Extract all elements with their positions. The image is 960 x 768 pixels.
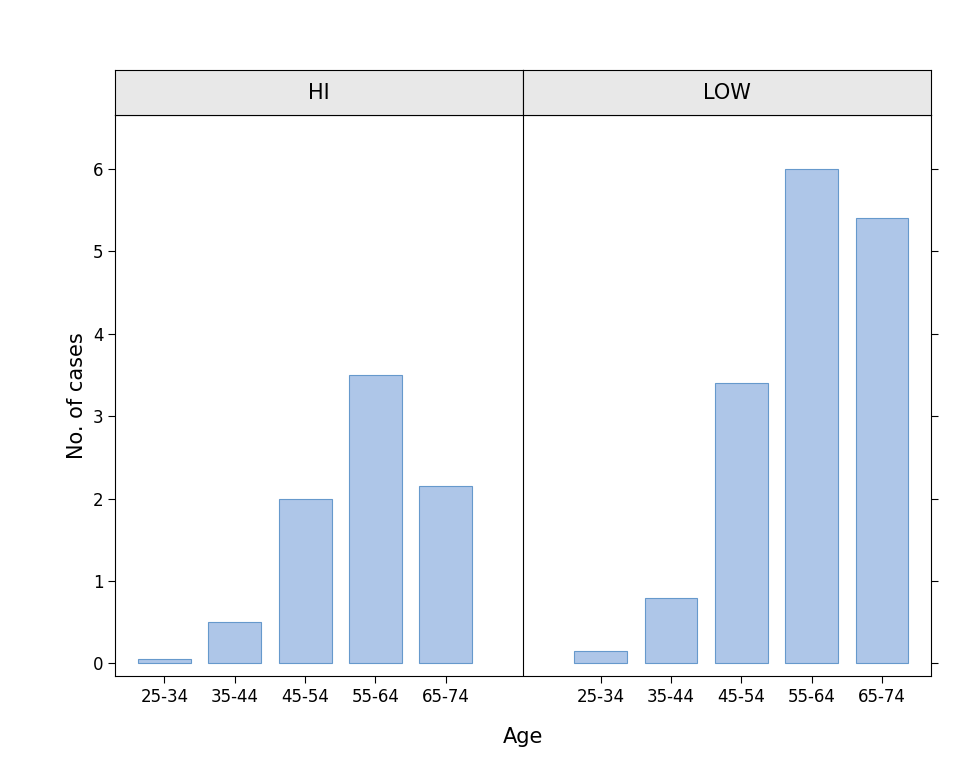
Bar (278, 498, 331, 664)
Bar (420, 486, 472, 664)
Text: Age: Age (503, 727, 543, 747)
Bar (138, 660, 191, 664)
Bar (208, 622, 261, 664)
Bar (855, 218, 908, 664)
Bar (644, 598, 697, 664)
Text: HI: HI (308, 83, 330, 103)
Bar (785, 169, 838, 664)
Bar (574, 651, 627, 664)
Bar (715, 383, 768, 664)
Y-axis label: No. of cases: No. of cases (67, 332, 87, 459)
Bar (349, 375, 402, 664)
Text: LOW: LOW (704, 83, 751, 103)
